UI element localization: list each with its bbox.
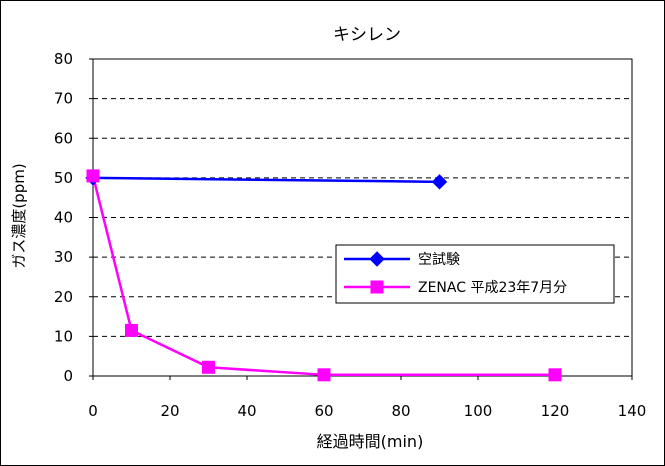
plot-area bbox=[92, 58, 633, 377]
series-2-point bbox=[202, 360, 215, 374]
series-line-1 bbox=[92, 176, 440, 184]
y-tick-label: 10 bbox=[54, 327, 73, 345]
y-axis-ticks: 0 10 20 30 40 50 60 70 80 bbox=[54, 50, 93, 385]
y-tick-label: 20 bbox=[54, 288, 73, 306]
x-tick-label: 20 bbox=[160, 402, 179, 420]
x-tick-label: 100 bbox=[464, 402, 493, 420]
plot-border bbox=[92, 58, 633, 377]
series-2-point bbox=[548, 368, 562, 382]
series-2-point bbox=[125, 323, 138, 337]
y-tick-label: 50 bbox=[54, 169, 73, 187]
x-tick-label: 120 bbox=[541, 402, 570, 420]
legend-marker-2 bbox=[370, 280, 384, 294]
y-tick-label: 60 bbox=[54, 129, 73, 147]
chart-title: キシレン bbox=[333, 25, 401, 45]
x-tick-label: 60 bbox=[314, 402, 333, 420]
x-tick-label: 140 bbox=[618, 402, 647, 420]
x-tick-label: 80 bbox=[391, 402, 410, 420]
x-axis-ticks: 0 20 40 60 80 100 120 140 bbox=[88, 376, 646, 420]
series-1-point bbox=[431, 174, 448, 190]
series-2-point bbox=[317, 368, 331, 382]
legend-label-1: 空試験 bbox=[418, 252, 460, 268]
x-axis-label: 経過時間(min) bbox=[317, 432, 424, 451]
legend-label-2: ZENAC 平成23年7月分 bbox=[418, 280, 567, 296]
y-tick-label: 70 bbox=[54, 90, 73, 108]
y-axis-label: ガス濃度(ppm) bbox=[10, 163, 28, 268]
legend: 空試験 ZENAC 平成23年7月分 bbox=[335, 244, 615, 304]
y-tick-label: 0 bbox=[63, 367, 73, 385]
y-tick-label: 80 bbox=[54, 50, 73, 68]
series-markers bbox=[85, 169, 562, 382]
y-tick-label: 40 bbox=[54, 209, 73, 227]
y-tick-label: 30 bbox=[54, 248, 73, 266]
x-tick-label: 0 bbox=[88, 402, 98, 420]
legend-marker-1 bbox=[369, 251, 385, 267]
series-2-point bbox=[86, 169, 100, 183]
x-tick-label: 40 bbox=[237, 402, 256, 420]
